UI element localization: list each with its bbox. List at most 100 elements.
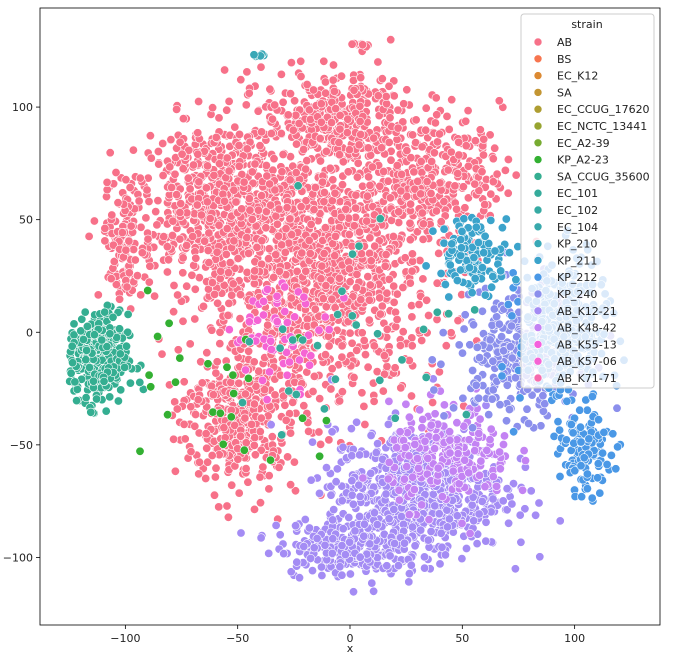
- data-point: [277, 167, 287, 177]
- data-point: [406, 391, 416, 401]
- data-point: [274, 204, 284, 214]
- data-point: [392, 314, 402, 324]
- data-point: [125, 378, 135, 388]
- data-point: [488, 472, 498, 482]
- data-point: [124, 268, 134, 278]
- data-point: [413, 463, 423, 473]
- data-point: [349, 85, 359, 95]
- data-point: [250, 450, 260, 460]
- data-point: [271, 520, 281, 530]
- data-point: [278, 150, 288, 160]
- data-point: [476, 456, 486, 466]
- data-point: [344, 145, 354, 155]
- data-point: [417, 423, 427, 433]
- data-point: [309, 205, 319, 215]
- data-point: [431, 206, 441, 216]
- data-point: [113, 198, 123, 208]
- data-point: [337, 496, 347, 506]
- data-point: [176, 199, 186, 209]
- data-point: [474, 393, 484, 403]
- data-point: [355, 511, 365, 521]
- data-point: [319, 56, 329, 66]
- data-point: [364, 295, 374, 305]
- data-point: [389, 504, 399, 514]
- data-point: [480, 482, 490, 492]
- data-point: [253, 106, 263, 116]
- data-point: [407, 312, 417, 322]
- data-point: [194, 97, 204, 107]
- data-point: [306, 553, 316, 563]
- data-point: [612, 403, 622, 413]
- data-point: [504, 518, 514, 528]
- data-point: [515, 510, 525, 520]
- data-point: [269, 272, 279, 282]
- data-point: [242, 233, 252, 243]
- data-point: [314, 488, 324, 498]
- data-point: [285, 214, 295, 224]
- data-point: [343, 114, 353, 124]
- data-point: [487, 394, 497, 404]
- data-point: [286, 58, 296, 68]
- data-point: [347, 490, 357, 500]
- data-point: [264, 254, 274, 264]
- data-point: [297, 248, 307, 258]
- data-point: [188, 232, 198, 242]
- data-point: [265, 179, 275, 189]
- data-point: [292, 266, 302, 276]
- data-point: [440, 550, 450, 560]
- data-point: [383, 176, 393, 186]
- data-point: [329, 505, 339, 515]
- data-point: [274, 231, 284, 241]
- data-point: [427, 157, 437, 167]
- data-point: [432, 137, 442, 147]
- data-point: [384, 137, 394, 147]
- data-point: [100, 223, 110, 233]
- data-point: [350, 526, 360, 536]
- data-point: [494, 96, 504, 106]
- data-point: [362, 191, 372, 201]
- data-point: [485, 435, 495, 445]
- data-point: [285, 152, 295, 162]
- data-point: [494, 319, 504, 329]
- data-point: [185, 339, 195, 349]
- data-point: [244, 88, 254, 98]
- data-point: [416, 189, 426, 199]
- data-point: [275, 530, 285, 540]
- data-point: [372, 520, 382, 530]
- data-point: [502, 380, 512, 390]
- data-point: [325, 163, 335, 173]
- data-point: [257, 127, 267, 137]
- data-point: [424, 310, 434, 320]
- data-point: [301, 266, 311, 276]
- data-point: [470, 446, 480, 456]
- data-point: [407, 266, 417, 276]
- data-point: [384, 274, 394, 284]
- data-point: [219, 423, 229, 433]
- data-point: [219, 280, 229, 290]
- data-point: [220, 196, 230, 206]
- data-point: [341, 204, 351, 214]
- data-point: [399, 538, 409, 548]
- data-point: [105, 392, 115, 402]
- data-point: [270, 390, 280, 400]
- data-point: [252, 242, 262, 252]
- data-point: [186, 402, 196, 412]
- data-point: [359, 519, 369, 529]
- data-point: [453, 169, 463, 179]
- data-point: [337, 352, 347, 362]
- data-point: [463, 106, 473, 116]
- data-point: [225, 258, 235, 268]
- data-point: [402, 428, 412, 438]
- data-point: [444, 514, 454, 524]
- data-point: [178, 268, 188, 278]
- data-point: [292, 557, 302, 567]
- data-point: [464, 435, 474, 445]
- data-point: [472, 342, 482, 352]
- data-point: [331, 477, 341, 487]
- data-point: [411, 115, 421, 125]
- data-point: [227, 480, 237, 490]
- data-point: [330, 251, 340, 261]
- data-point: [363, 362, 373, 372]
- data-point: [367, 162, 377, 172]
- data-point: [355, 492, 365, 502]
